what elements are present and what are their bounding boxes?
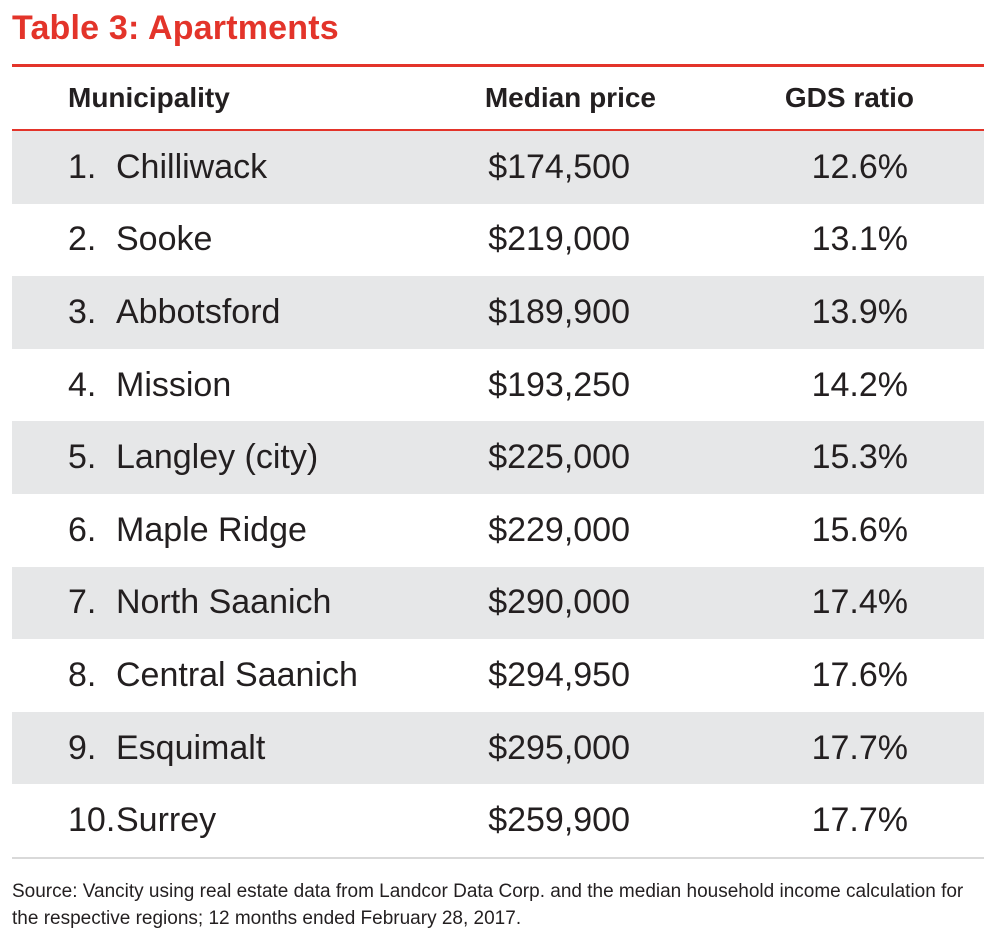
cell-municipality-name: North Saanich [116,583,332,622]
source-note: Source: Vancity using real estate data f… [12,881,964,929]
cell-gds-ratio: 17.7% [811,728,908,767]
cell-median-price: $295,000 [488,728,630,767]
cell-median-price: $229,000 [488,510,630,549]
cell-gds-ratio: 12.6% [811,147,908,186]
cell-municipality: 2. Sooke [68,204,212,277]
cell-municipality-name: Sooke [116,220,213,259]
cell-rank: 8. [68,655,97,694]
table-row: 4. Mission $193,250 14.2% [12,349,984,422]
table-row: 9. Esquimalt $295,000 17.7% [12,711,984,785]
cell-median-price: $219,000 [488,220,630,259]
cell-rank: 4. [68,365,97,404]
cell-municipality-name: Esquimalt [116,728,266,767]
cell-gds-ratio: 15.3% [811,438,908,477]
cell-municipality-name: Langley (city) [116,438,319,477]
cell-municipality: 8. Central Saanich [68,639,358,712]
table-header: Municipality Median price GDS ratio [12,67,984,129]
cell-gds-ratio: 14.2% [811,365,908,404]
apartments-table: Municipality Median price GDS ratio 1. Ch… [12,67,984,859]
cell-rank: 5. [68,438,97,477]
cell-rank: 7. [68,583,97,622]
cell-median-price: $294,950 [488,655,630,694]
cell-municipality: 3. Abbotsford [68,276,280,349]
cell-municipality-name: Abbotsford [116,292,281,331]
cell-municipality: 7. North Saanich [68,567,331,640]
header-municipality: Municipality [68,82,230,113]
cell-rank: 3. [68,292,97,331]
cell-municipality: 5. Langley (city) [68,421,318,494]
table-title: Table 3: Apartments [12,9,339,47]
cell-municipality: 10. Surrey [68,784,216,857]
table-row: 6. Maple Ridge $229,000 15.6% [12,494,984,567]
cell-median-price: $259,900 [488,801,630,840]
table-row: 7. North Saanich $290,000 17.4% [12,566,984,640]
header-median-price: Median price [484,82,656,113]
header-rule [12,129,984,131]
cell-gds-ratio: 17.4% [811,583,908,622]
cell-rank: 2. [68,220,97,259]
table-body: 1. Chilliwack $174,500 12.6% 2. Sooke $219,000… [12,131,984,857]
table-row: 1. Chilliwack $174,500 12.6% [12,131,984,204]
table-bottom-rule [12,856,984,859]
header-gds-ratio: GDS ratio [784,82,914,113]
cell-median-price: $225,000 [488,438,630,477]
table-row: 8. Central Saanich $294,950 17.6% [12,639,984,712]
cell-rank: 1. [68,147,97,186]
cell-rank: 9. [68,728,97,767]
cell-median-price: $193,250 [488,365,630,404]
cell-gds-ratio: 15.6% [811,510,908,549]
table-row: 5. Langley (city) $225,000 15.3% [12,421,984,494]
cell-gds-ratio: 13.1% [811,220,908,259]
cell-rank: 6. [68,510,97,549]
cell-median-price: $290,000 [488,583,630,622]
table-row: 10. Surrey $259,900 17.7% [12,784,984,857]
cell-municipality-name: Maple Ridge [116,510,307,549]
cell-median-price: $174,500 [488,147,630,186]
cell-municipality-name: Surrey [116,801,217,840]
table-row: 3. Abbotsford $189,900 13.9% [12,276,984,349]
cell-gds-ratio: 17.7% [811,801,908,840]
cell-municipality-name: Mission [116,365,232,404]
cell-municipality: 1. Chilliwack [68,131,267,204]
cell-municipality: 4. Mission [68,349,231,422]
cell-municipality-name: Chilliwack [116,147,268,186]
cell-municipality: 9. Esquimalt [68,712,265,785]
cell-rank: 10. [68,801,116,840]
cell-municipality-name: Central Saanich [116,655,358,694]
title-rule [12,64,984,67]
table-row: 2. Sooke $219,000 13.1% [12,204,984,277]
cell-gds-ratio: 17.6% [811,655,908,694]
cell-municipality: 6. Maple Ridge [68,494,307,567]
cell-gds-ratio: 13.9% [811,292,908,331]
cell-median-price: $189,900 [488,292,630,331]
